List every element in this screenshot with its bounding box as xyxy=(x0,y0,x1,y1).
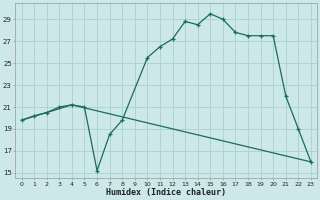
X-axis label: Humidex (Indice chaleur): Humidex (Indice chaleur) xyxy=(106,188,226,197)
